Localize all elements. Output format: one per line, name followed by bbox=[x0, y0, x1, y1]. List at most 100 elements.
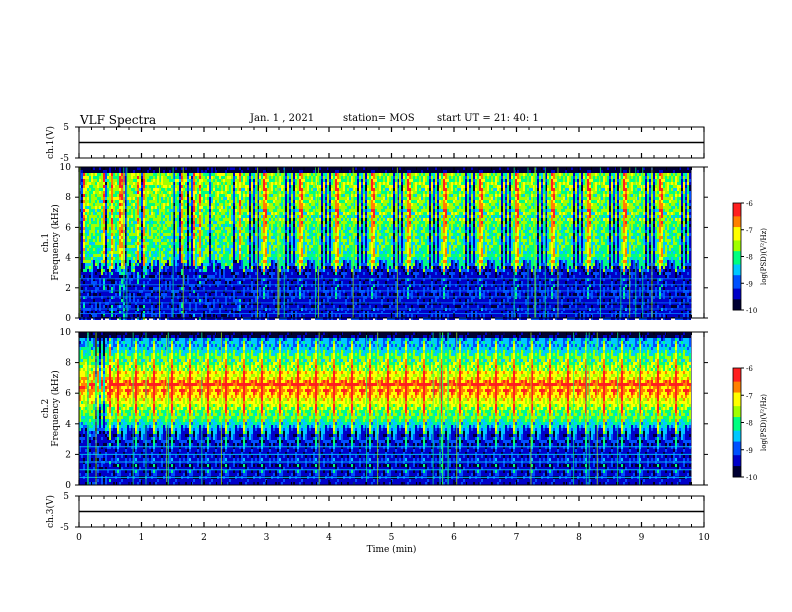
spectrogram-cell bbox=[143, 242, 145, 245]
spectrogram-cell bbox=[141, 251, 143, 254]
spectrogram-cell bbox=[273, 227, 275, 230]
spectrogram-cell bbox=[209, 305, 211, 308]
spectrogram-cell bbox=[273, 215, 275, 218]
spectrogram-cell bbox=[89, 239, 91, 242]
spectrogram-cell bbox=[273, 197, 275, 200]
spectrogram-cell bbox=[163, 248, 165, 251]
spectrogram-cell bbox=[223, 287, 225, 290]
spectrogram-cell bbox=[179, 242, 181, 245]
spectrogram-cell bbox=[147, 197, 149, 200]
spectrogram-cell bbox=[259, 239, 261, 242]
spectrogram-cell bbox=[85, 314, 87, 317]
spectrogram-cell bbox=[157, 287, 159, 290]
spectrogram-cell bbox=[229, 200, 231, 203]
spectrogram-cell bbox=[205, 206, 207, 209]
spectrogram-cell bbox=[233, 257, 235, 260]
spectrogram-cell bbox=[149, 200, 151, 203]
spectrogram-cell bbox=[91, 272, 93, 275]
spectrogram-cell bbox=[211, 260, 213, 263]
spectrogram-cell bbox=[291, 236, 293, 239]
spectrogram-cell bbox=[235, 287, 237, 290]
spectrogram-cell bbox=[285, 269, 287, 272]
spectrogram-cell bbox=[133, 257, 135, 260]
spectrogram-cell bbox=[157, 245, 159, 248]
spectrogram-cell bbox=[241, 182, 243, 185]
spectrogram-cell bbox=[237, 272, 239, 275]
spectrogram-cell bbox=[261, 314, 263, 317]
spectrogram-cell bbox=[291, 251, 293, 254]
spectrogram-cell bbox=[141, 230, 143, 233]
spectrogram-cell bbox=[203, 260, 205, 263]
spectrogram-cell bbox=[269, 197, 271, 200]
spectrogram-cell bbox=[117, 224, 119, 227]
spectrogram-cell bbox=[107, 254, 109, 257]
spectrogram-cell bbox=[265, 236, 267, 239]
spectrogram-cell bbox=[153, 230, 155, 233]
spectrogram-cell bbox=[211, 182, 213, 185]
spectrogram-cell bbox=[143, 209, 145, 212]
spectrogram-cell bbox=[87, 305, 89, 308]
spectrogram-cell bbox=[81, 182, 83, 185]
spectrogram-cell bbox=[151, 260, 153, 263]
spectrogram-cell bbox=[151, 200, 153, 203]
spectrogram-cell bbox=[209, 269, 211, 272]
spectrogram-cell bbox=[97, 233, 99, 236]
spectrogram-cell bbox=[119, 230, 121, 233]
spectrogram-cell bbox=[285, 230, 287, 233]
spectrogram-cell bbox=[91, 218, 93, 221]
spectrogram-cell bbox=[271, 299, 273, 302]
spectrogram-cell bbox=[267, 212, 269, 215]
spectrogram-cell bbox=[287, 257, 289, 260]
spectrogram-cell bbox=[211, 275, 213, 278]
spectrogram-cell bbox=[83, 248, 85, 251]
spectrogram-cell bbox=[107, 194, 109, 197]
spectrogram-cell bbox=[145, 260, 147, 263]
spectrogram-cell bbox=[89, 227, 91, 230]
spectrogram-cell bbox=[97, 224, 99, 227]
spectrogram-cell bbox=[211, 206, 213, 209]
spectrogram-cell bbox=[103, 242, 105, 245]
spectrogram-cell bbox=[189, 206, 191, 209]
spectrogram-cell bbox=[139, 242, 141, 245]
spectrogram-cell bbox=[237, 191, 239, 194]
spectrogram-cell bbox=[143, 179, 145, 182]
spectrogram-cell bbox=[97, 173, 99, 176]
spectrogram-cell bbox=[237, 281, 239, 284]
spectrogram-cell bbox=[191, 299, 193, 302]
spectrogram-cell bbox=[81, 248, 83, 251]
spectrogram-cell bbox=[119, 218, 121, 221]
spectrogram-cell bbox=[129, 305, 131, 308]
spectrogram-cell bbox=[253, 212, 255, 215]
spectrogram-cell bbox=[271, 224, 273, 227]
spectrogram-cell bbox=[137, 272, 139, 275]
spectrogram-cell bbox=[225, 197, 227, 200]
spectrogram-cell bbox=[155, 251, 157, 254]
spectrogram-cell bbox=[97, 194, 99, 197]
spectrogram-cell bbox=[233, 314, 235, 317]
spectrogram-cell bbox=[121, 176, 123, 179]
spectrogram-cell bbox=[289, 236, 291, 239]
spectrogram-cell bbox=[207, 185, 209, 188]
spectrogram-cell bbox=[149, 305, 151, 308]
spectrogram-cell bbox=[163, 242, 165, 245]
spectrogram-cell bbox=[189, 179, 191, 182]
spectrogram-cell bbox=[243, 215, 245, 218]
spectrogram-cell bbox=[101, 257, 103, 260]
spectrogram-cell bbox=[195, 230, 197, 233]
spectrogram-cell bbox=[165, 209, 167, 212]
spectrogram-cell bbox=[163, 251, 165, 254]
spectrogram-cell bbox=[141, 182, 143, 185]
spectrogram-cell bbox=[215, 215, 217, 218]
spectrogram-cell bbox=[289, 185, 291, 188]
spectrogram-cell bbox=[89, 200, 91, 203]
spectrogram-cell bbox=[113, 194, 115, 197]
spectrogram-cell bbox=[93, 227, 95, 230]
spectrogram-cell bbox=[151, 215, 153, 218]
spectrogram-cell bbox=[139, 188, 141, 191]
spectrogram-cell bbox=[161, 287, 163, 290]
spectrogram-cell bbox=[219, 275, 221, 278]
spectrogram-cell bbox=[163, 173, 165, 176]
spectrogram-cell bbox=[129, 260, 131, 263]
spectrogram-cell bbox=[189, 254, 191, 257]
spectrogram-cell bbox=[245, 194, 247, 197]
